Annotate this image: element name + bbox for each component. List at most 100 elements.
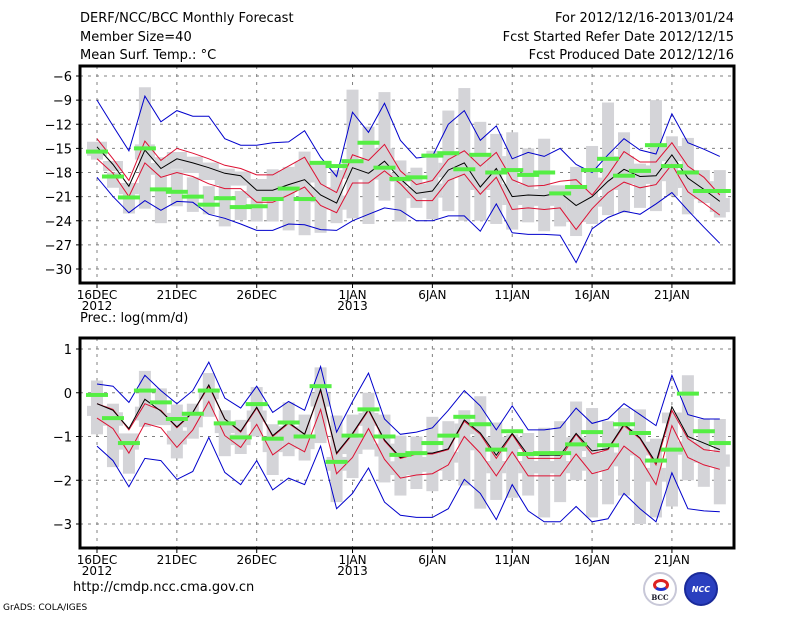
ensemble-range-box [506,434,519,498]
observed-marker [644,458,667,463]
observed-marker [437,433,460,438]
ensemble-iqr-box [134,406,155,421]
y-tick-label: −12 [45,118,72,133]
ensemble-iqr-box [198,162,219,181]
observed-marker [181,411,204,416]
ensemble-range-box [665,421,678,507]
observed-marker [325,459,348,464]
ensemble-iqr-box [214,421,235,434]
observed-marker [549,451,572,456]
ensemble-iqr-box [709,198,730,213]
x-tick-label: 21JAN [654,553,690,567]
observed-marker [597,443,620,448]
source-url[interactable]: http://cmdp.ncc.cma.gov.cn [73,580,255,595]
mean-minus-std-line [96,158,721,231]
y-tick-label: −2 [53,474,72,489]
ensemble-min-line [96,436,720,523]
observed-marker [517,452,540,456]
ensemble-iqr-box [454,423,475,435]
observed-marker [165,417,188,421]
observed-marker [485,170,508,175]
observed-marker [676,170,699,175]
observed-marker [581,168,604,173]
ensemble-min-line [96,176,721,264]
y-tick-label: −3 [53,518,72,533]
ensemble-iqr-box [262,439,283,453]
ensemble-range-box [586,145,599,224]
observed-marker [229,435,252,440]
observed-marker [708,441,731,446]
observed-marker [325,164,348,169]
x-tick-label: 21DEC [157,288,197,302]
ensemble-iqr-box [406,186,427,199]
observed-marker [613,173,636,178]
y-tick-label: −15 [45,142,72,157]
observed-marker [181,194,204,199]
x-tick-label: 26DEC [236,288,276,302]
forecast-period-label: For 2012/12/16-2013/01/24 [555,11,734,26]
ensemble-iqr-box [406,457,427,472]
ensemble-iqr-box [582,197,603,207]
ensemble-iqr-box [294,161,315,183]
observed-marker [389,452,412,457]
grads-credit: GrADS: COLA/IGES [3,603,88,613]
x-tick-label: 16DEC [77,288,117,302]
observed-marker [341,159,364,164]
ensemble-iqr-box [102,161,123,172]
ensemble-range-box [522,148,535,223]
ensemble-iqr-box [438,451,459,463]
observed-marker [149,187,172,192]
ensemble-range-box [218,410,231,457]
x-tick-label: 26DEC [236,553,276,567]
observed-marker [421,441,444,446]
ensemble-iqr-box [342,159,363,179]
observed-marker [86,149,108,154]
observed-marker [708,188,731,193]
ensemble-iqr-box [294,436,315,450]
ensemble-iqr-box [246,179,267,199]
ensemble-range-box [633,409,646,524]
ensemble-iqr-box [598,452,619,467]
observed-marker [501,429,524,434]
observed-marker [421,153,444,158]
y-tick-label: 0 [64,387,72,402]
y-tick-label: −27 [45,239,72,254]
observed-marker [261,436,284,441]
observed-marker [469,152,492,157]
variable-label: Mean Surf. Temp.: °C [80,48,217,63]
produced-date-label: Fcst Produced Date 2012/12/16 [528,48,734,63]
observed-marker [101,416,124,421]
ensemble-iqr-box [342,437,363,455]
ensemble-iqr-box [230,434,251,446]
observed-marker [373,434,396,439]
observed-marker [277,420,300,425]
y-tick-label: −21 [45,191,72,206]
observed-marker [149,400,172,405]
y-tick-label: −24 [45,215,72,230]
ensemble-iqr-box [645,467,666,482]
observed-marker [453,414,476,419]
observed-marker [213,196,236,201]
observed-marker [357,407,380,412]
x-tick-label: 1JAN [338,288,366,302]
plot-frame [78,64,736,285]
ensemble-iqr-box [262,179,283,199]
chart-title: DERF/NCC/BCC Monthly Forecast [80,11,294,26]
ensemble-range-box [202,186,215,215]
observed-marker [565,442,588,447]
observed-marker [676,391,699,396]
observed-marker [165,189,188,194]
observed-marker [309,384,332,389]
observed-marker [437,151,460,156]
observed-marker [405,175,428,180]
panel-title: Prec.: log(mm/d) [80,311,188,326]
x-tick-year-label: 2013 [337,564,368,578]
observed-marker [229,205,252,210]
ensemble-max-line [96,360,720,435]
observed-marker [245,402,268,407]
ensemble-range-box [394,160,407,222]
ensemble-range-box [442,110,455,212]
observed-marker [628,168,651,173]
observed-marker [341,433,364,438]
